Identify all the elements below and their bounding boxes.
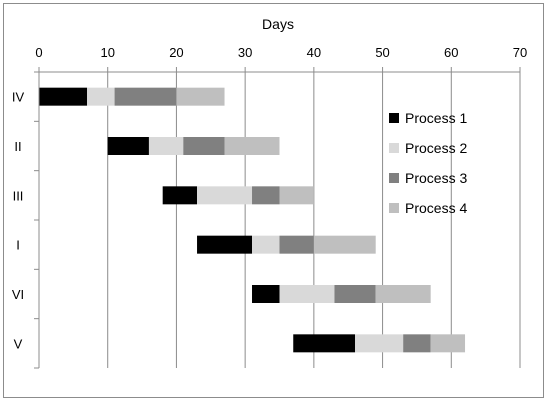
legend-label: Process 4 — [405, 200, 467, 216]
x-axis-title: Days — [262, 16, 294, 32]
legend-label: Process 1 — [405, 110, 467, 126]
bar-segment — [39, 87, 88, 106]
x-tick-label: 10 — [100, 45, 114, 60]
bar-segment — [430, 334, 466, 353]
legend-swatch — [389, 143, 399, 153]
x-tick-label: 70 — [513, 45, 527, 60]
bar-segment — [252, 186, 280, 205]
bar-segment — [375, 285, 431, 303]
legend-swatch — [389, 203, 399, 213]
y-tick-label: V — [14, 336, 23, 351]
bar-segment — [183, 137, 225, 155]
legend-swatch — [389, 173, 399, 183]
y-tick-label: II — [14, 139, 21, 154]
bars — [39, 87, 466, 353]
x-tick-label: 40 — [307, 45, 321, 60]
bar-segment — [293, 334, 356, 353]
axes — [34, 67, 521, 369]
y-tick-label: III — [13, 188, 24, 203]
legend-swatch — [389, 113, 399, 123]
bar-segment — [313, 235, 376, 254]
bar-segment — [224, 137, 280, 155]
x-tick-label: 0 — [35, 45, 42, 60]
y-tick-label: VI — [12, 287, 24, 302]
bar-segment — [162, 186, 198, 205]
bar-segment — [197, 235, 253, 254]
bar-segment — [252, 235, 280, 254]
legend-label: Process 2 — [405, 140, 467, 156]
x-tick-label: 60 — [444, 45, 458, 60]
legend-item: Process 3 — [389, 170, 467, 186]
x-tick-label: 20 — [169, 45, 183, 60]
bar-segment — [279, 186, 314, 205]
x-tick-label: 50 — [375, 45, 389, 60]
legend-item: Process 4 — [389, 200, 467, 216]
bar-segment — [279, 235, 314, 254]
gridlines — [107, 72, 521, 368]
legend-label: Process 3 — [405, 170, 467, 186]
bar-segment — [87, 87, 115, 106]
bar-segment — [252, 285, 280, 303]
bar-segment — [279, 285, 335, 303]
bar-segment — [176, 87, 225, 106]
bar-segment — [107, 137, 149, 155]
y-tick-label: I — [16, 238, 20, 253]
bar-segment — [334, 285, 376, 303]
bar-segment — [355, 334, 404, 353]
legend-item: Process 1 — [389, 110, 467, 126]
bar-segment — [403, 334, 431, 353]
bar-segment — [197, 186, 253, 205]
x-tick-label: 30 — [238, 45, 252, 60]
legend: Process 1 Process 2 Process 3 Process 4 — [389, 110, 467, 216]
bar-segment — [114, 87, 177, 106]
legend-item: Process 2 — [389, 140, 467, 156]
bar-segment — [148, 137, 184, 155]
y-tick-label: IV — [12, 90, 25, 105]
